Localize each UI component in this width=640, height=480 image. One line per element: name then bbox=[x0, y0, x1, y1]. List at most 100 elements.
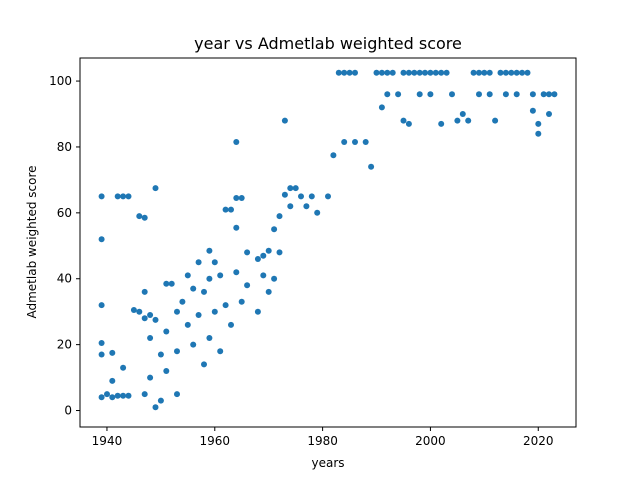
scatter-point bbox=[222, 206, 229, 213]
y-axis-ticks: 0 20 40 60 80 100 bbox=[49, 74, 80, 418]
scatter-point bbox=[389, 69, 396, 76]
x-tick-label: 2000 bbox=[415, 434, 446, 448]
scatter-point bbox=[529, 107, 536, 114]
scatter-point bbox=[147, 335, 154, 341]
scatter-point bbox=[443, 69, 450, 76]
scatter-point bbox=[233, 224, 240, 231]
scatter-point bbox=[265, 288, 272, 295]
scatter-point bbox=[422, 69, 428, 76]
scatter-point bbox=[281, 191, 288, 198]
scatter-point bbox=[157, 351, 164, 358]
x-axis-ticks: 1940 1960 1980 2000 2020 bbox=[92, 427, 554, 448]
scatter-point bbox=[330, 152, 337, 159]
scatter-point bbox=[352, 69, 358, 76]
scatter-point bbox=[217, 348, 224, 355]
scatter-point bbox=[211, 259, 218, 266]
scatter-point bbox=[120, 364, 127, 371]
scatter-point bbox=[206, 275, 213, 282]
scatter-point bbox=[476, 91, 482, 98]
scatter-point bbox=[476, 69, 482, 76]
scatter-point bbox=[513, 69, 520, 76]
scatter-point bbox=[136, 308, 143, 315]
scatter-point bbox=[217, 272, 224, 279]
x-axis-label: years bbox=[311, 456, 344, 470]
scatter-point bbox=[265, 247, 272, 254]
scatter-point bbox=[109, 349, 116, 356]
scatter-point bbox=[163, 328, 170, 335]
scatter-point bbox=[201, 361, 207, 368]
scatter-point bbox=[535, 130, 542, 137]
scatter-point bbox=[519, 69, 526, 76]
scatter-point bbox=[540, 91, 547, 98]
scatter-point bbox=[497, 69, 504, 76]
scatter-point bbox=[98, 302, 105, 309]
scatter-point bbox=[513, 91, 520, 98]
scatter-point bbox=[98, 340, 105, 346]
scatter-point bbox=[298, 193, 304, 200]
scatter-point bbox=[416, 91, 423, 98]
scatter-point bbox=[130, 307, 137, 313]
scatter-point bbox=[481, 69, 488, 76]
scatter-point bbox=[449, 91, 455, 98]
scatter-point bbox=[378, 104, 385, 111]
scatter-point bbox=[335, 69, 342, 76]
scatter-point bbox=[179, 298, 186, 305]
scatter-point bbox=[152, 185, 159, 192]
scatter-point bbox=[368, 163, 375, 170]
scatter-point bbox=[174, 308, 180, 315]
scatter-point bbox=[228, 206, 234, 213]
scatter-point bbox=[395, 91, 402, 98]
scatter-point bbox=[233, 195, 240, 201]
scatter-point bbox=[174, 391, 180, 398]
scatter-point bbox=[238, 298, 245, 305]
scatter-point bbox=[190, 341, 197, 348]
scatter-point bbox=[238, 195, 245, 201]
x-tick-label: 1980 bbox=[307, 434, 338, 448]
scatter-point bbox=[341, 69, 348, 76]
y-tick-label: 100 bbox=[49, 74, 72, 88]
scatter-point bbox=[486, 69, 493, 76]
scatter-point bbox=[222, 302, 229, 309]
scatter-point bbox=[174, 348, 180, 355]
scatter-point bbox=[201, 288, 207, 295]
x-tick-label: 1940 bbox=[92, 434, 123, 448]
scatter-point bbox=[405, 120, 412, 127]
scatter-point bbox=[228, 321, 234, 328]
scatter-point bbox=[141, 391, 148, 398]
scatter-point bbox=[125, 392, 132, 399]
scatter-point bbox=[98, 193, 105, 200]
scatter-point bbox=[136, 213, 143, 220]
scatter-point bbox=[314, 209, 321, 216]
scatter-point bbox=[502, 69, 509, 76]
scatter-point bbox=[260, 272, 267, 279]
scatter-point bbox=[195, 259, 202, 266]
scatter-point bbox=[184, 272, 191, 279]
scatter-point bbox=[438, 120, 445, 127]
scatter-point bbox=[502, 91, 509, 98]
scatter-point bbox=[147, 374, 154, 381]
scatter-point bbox=[400, 117, 407, 124]
scatter-point bbox=[400, 69, 407, 76]
scatter-point bbox=[405, 69, 412, 76]
scatter-point bbox=[308, 193, 315, 200]
scatter-point bbox=[125, 193, 132, 200]
x-tick-label: 2020 bbox=[523, 434, 554, 448]
scatter-point bbox=[384, 69, 391, 76]
scatter-point bbox=[254, 308, 261, 315]
scatter-point bbox=[190, 285, 197, 292]
scatter-point bbox=[346, 69, 353, 76]
scatter-point bbox=[147, 312, 154, 318]
scatter-point bbox=[152, 404, 159, 411]
scatter-point bbox=[378, 69, 385, 76]
plot-frame bbox=[79, 57, 577, 428]
scatter-point bbox=[362, 139, 369, 145]
scatter-point bbox=[486, 91, 493, 98]
y-tick-label: 0 bbox=[64, 404, 72, 418]
scatter-point bbox=[157, 397, 164, 404]
scatter-point bbox=[427, 69, 434, 76]
scatter-point bbox=[465, 117, 472, 124]
scatter-point bbox=[524, 69, 531, 76]
scatter-point bbox=[546, 111, 552, 117]
scatter-point bbox=[104, 391, 110, 398]
